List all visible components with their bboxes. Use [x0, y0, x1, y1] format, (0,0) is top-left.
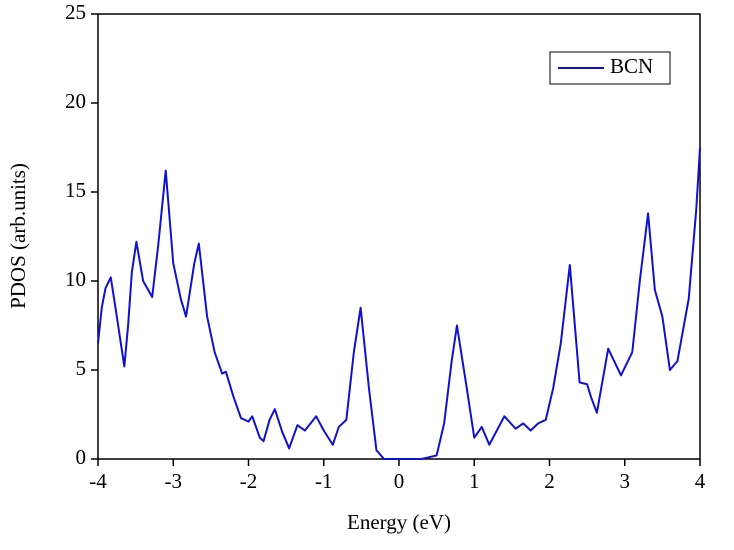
x-tick-label: 1 [469, 469, 480, 493]
y-tick-label: 20 [65, 89, 86, 113]
x-axis-label: Energy (eV) [347, 510, 451, 534]
x-tick-label: -4 [89, 469, 107, 493]
x-tick-label: 3 [620, 469, 631, 493]
x-tick-label: -3 [165, 469, 183, 493]
y-tick-label: 5 [76, 356, 87, 380]
y-tick-label: 25 [65, 0, 86, 24]
x-tick-label: -1 [315, 469, 333, 493]
x-tick-label: 0 [394, 469, 405, 493]
data-line [97, 147, 701, 460]
y-tick-label: 0 [76, 445, 87, 469]
x-tick-label: 4 [695, 469, 706, 493]
y-axis-label: PDOS (arb.units) [6, 163, 30, 309]
y-tick-label: 10 [65, 267, 86, 291]
x-tick-label: -2 [240, 469, 258, 493]
x-tick-label: 2 [544, 469, 555, 493]
legend-label: BCN [610, 54, 653, 78]
y-tick-label: 15 [65, 178, 86, 202]
